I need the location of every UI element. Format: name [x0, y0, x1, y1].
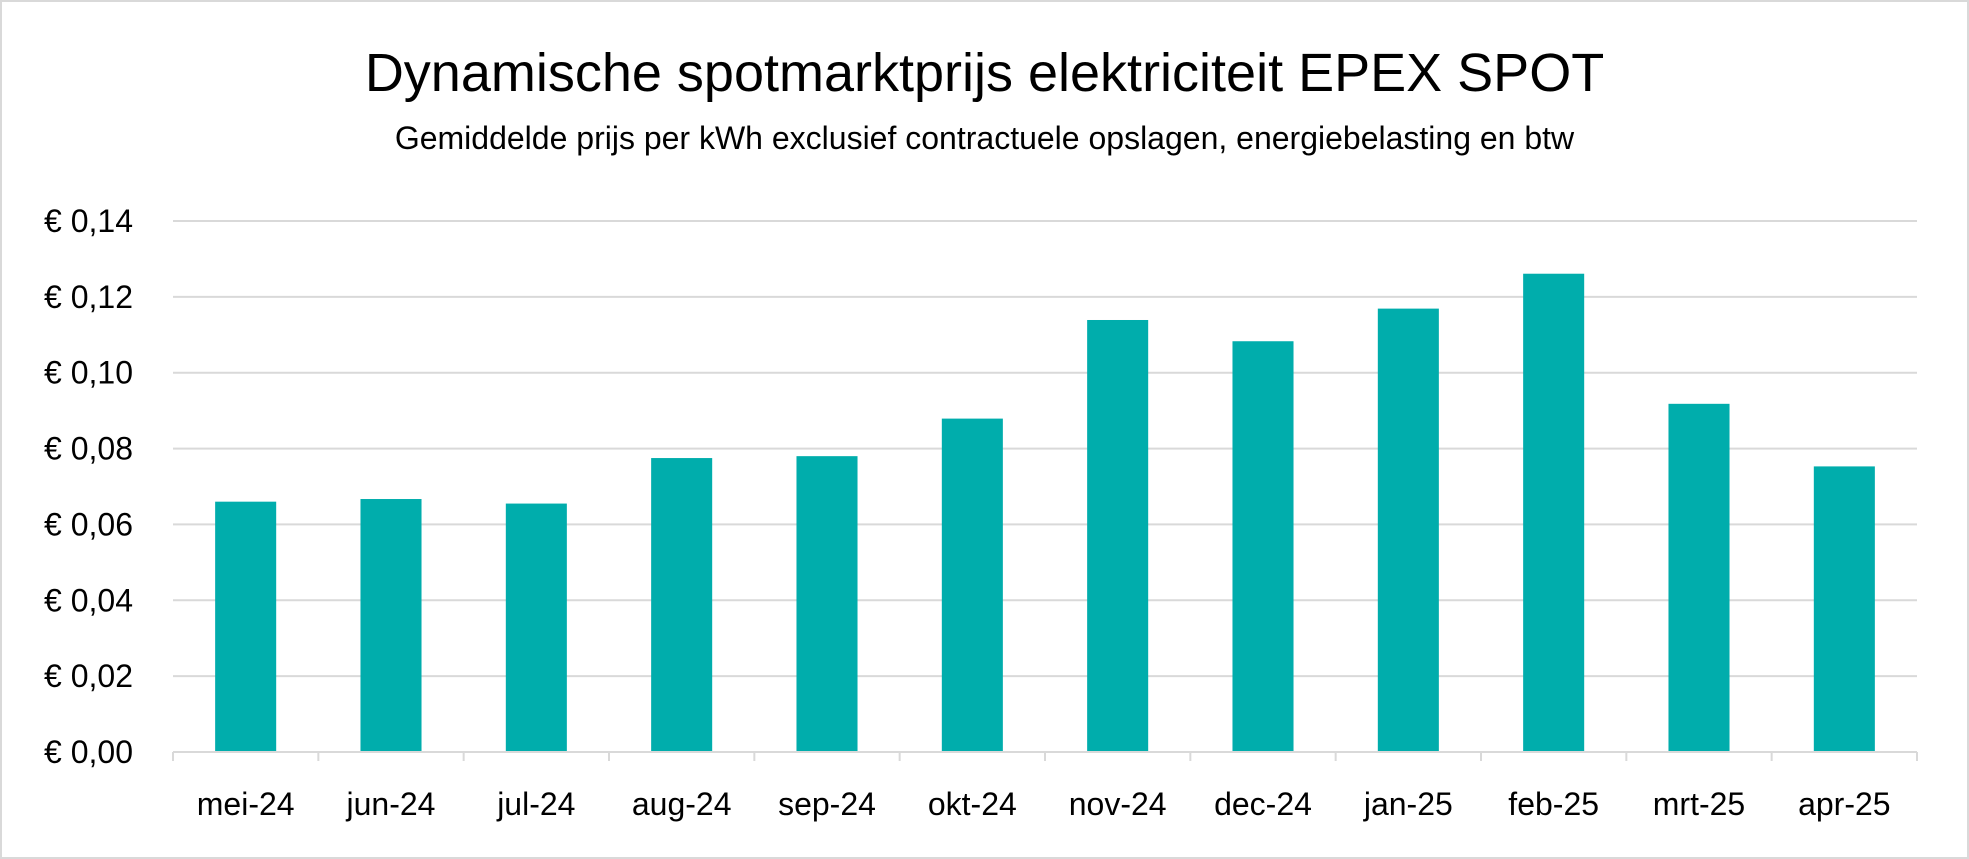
bar	[796, 456, 858, 752]
chart-title: Dynamische spotmarktprijs elektriciteit …	[364, 43, 1605, 103]
y-tick-label: € 0,08	[44, 431, 133, 467]
y-tick-label: € 0,04	[44, 582, 133, 618]
x-tick-label: aug-24	[632, 786, 732, 822]
bar	[1813, 466, 1875, 752]
chart-subtitle: Gemiddelde prijs per kWh exclusief contr…	[394, 120, 1575, 156]
x-tick-label: mrt-25	[1653, 786, 1745, 822]
x-tick-label: nov-24	[1069, 786, 1167, 822]
y-tick-label: € 0,14	[44, 203, 133, 239]
bar	[651, 458, 713, 752]
x-tick-label: jan-25	[1363, 786, 1453, 822]
y-tick-label: € 0,06	[44, 506, 133, 542]
y-tick-label: € 0,12	[44, 279, 133, 315]
grid-layer	[173, 220, 1917, 678]
x-tick-label: feb-25	[1508, 786, 1599, 822]
y-tick-label: € 0,10	[44, 355, 133, 391]
axis-layer	[172, 751, 1918, 761]
x-tick-label: mei-24	[197, 786, 295, 822]
bar	[505, 503, 567, 752]
label-layer: € 0,00 € 0,02 € 0,04 € 0,06 € 0,08 € 0,10 € 0,…	[44, 203, 1891, 822]
bar-layer	[215, 273, 1875, 752]
x-tick-label: jun-24	[346, 786, 436, 822]
bar	[1377, 308, 1439, 752]
x-tick-label: dec-24	[1214, 786, 1312, 822]
x-tick-label: sep-24	[778, 786, 876, 822]
x-tick-label: okt-24	[928, 786, 1017, 822]
bar	[215, 501, 277, 752]
x-tick-label: jul-24	[496, 786, 575, 822]
bar	[1232, 341, 1294, 752]
x-tick-label: apr-25	[1798, 786, 1891, 822]
y-tick-label: € 0,00	[44, 734, 133, 770]
bar	[1087, 319, 1149, 752]
bar	[1523, 273, 1585, 752]
y-tick-label: € 0,02	[44, 658, 133, 694]
bar	[941, 418, 1003, 752]
bar	[360, 499, 422, 752]
bar	[1668, 403, 1730, 752]
